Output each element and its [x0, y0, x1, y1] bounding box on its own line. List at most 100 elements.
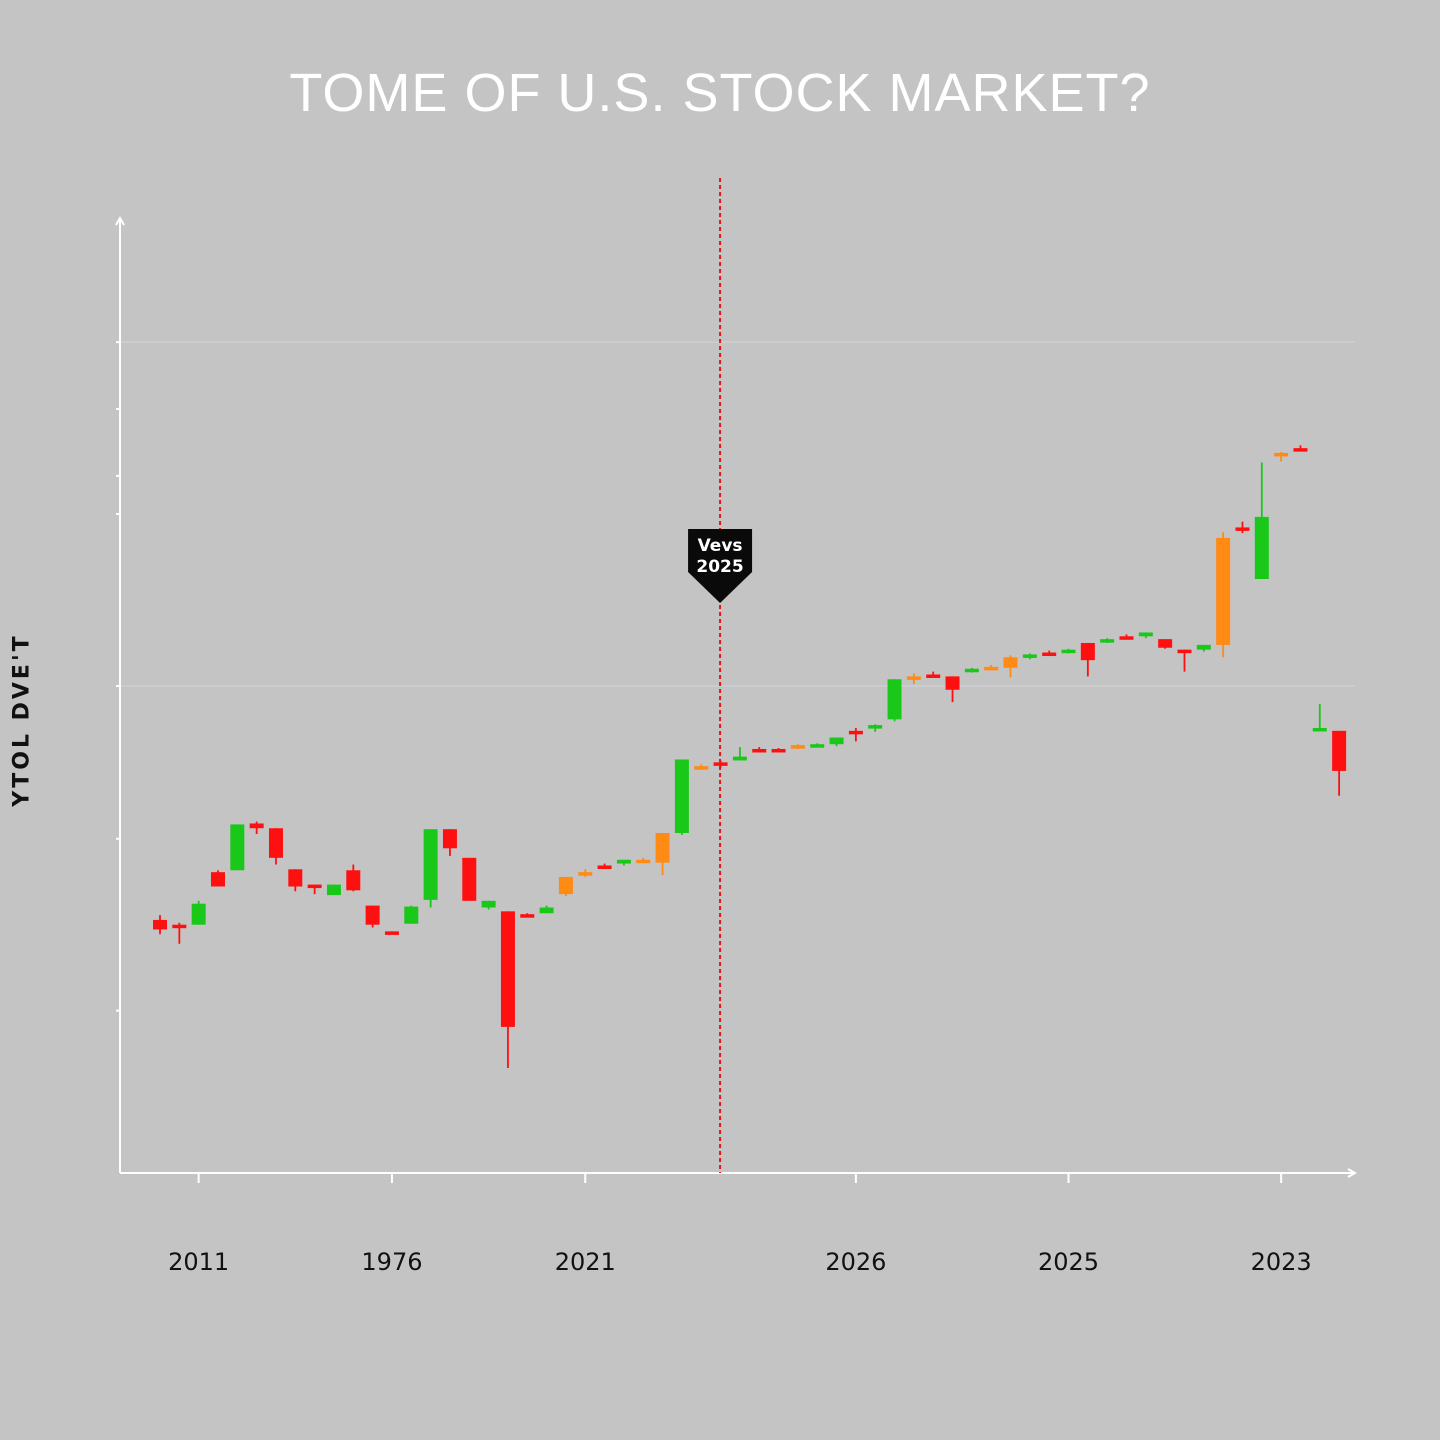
candle-body	[790, 745, 805, 749]
candle-body	[1042, 652, 1057, 657]
candle	[887, 679, 902, 722]
candle-body	[945, 676, 960, 690]
candle-body	[1119, 636, 1134, 640]
candle	[829, 737, 844, 747]
candle-body	[732, 756, 747, 761]
candle-body	[288, 869, 303, 887]
y-axis-arrow	[115, 215, 125, 226]
candle-body	[1332, 730, 1347, 771]
candle-body	[365, 905, 380, 925]
candle	[191, 900, 206, 925]
candle	[1042, 650, 1057, 657]
x-axis-arrow	[1347, 1168, 1358, 1178]
candle	[945, 676, 960, 703]
candle-body	[404, 906, 419, 924]
candle-body	[616, 859, 631, 864]
candle-body	[249, 823, 264, 829]
candle	[365, 905, 380, 928]
candle-body	[153, 919, 167, 930]
x-tick-label: 2021	[555, 1248, 616, 1276]
candle-body	[694, 766, 709, 770]
candle-body	[481, 900, 496, 908]
x-tick-label: 2011	[168, 1248, 229, 1276]
candle-body	[191, 903, 206, 925]
candle-body	[578, 872, 593, 876]
candle-body	[384, 931, 399, 935]
candle	[984, 664, 999, 671]
candle	[1332, 730, 1347, 796]
candle	[732, 747, 747, 761]
candle-body	[268, 828, 283, 858]
candle	[210, 870, 225, 887]
marker-year: 2025	[696, 557, 743, 577]
candle-body	[1177, 649, 1192, 654]
candle-body	[906, 676, 921, 680]
marker-label: Vevs	[698, 536, 743, 556]
candle-body	[1254, 516, 1269, 579]
candle	[674, 759, 689, 835]
candle-body	[829, 737, 844, 745]
candle-body	[423, 829, 438, 900]
candle-body	[771, 748, 786, 753]
candle	[481, 900, 496, 910]
candle	[558, 876, 573, 897]
x-tick-label: 2023	[1251, 1248, 1312, 1276]
candle	[694, 764, 709, 770]
candle-body	[674, 759, 689, 834]
candle-body	[1022, 654, 1037, 658]
candle-body	[655, 833, 670, 863]
candle-body	[810, 744, 825, 748]
candle	[790, 744, 805, 749]
candle	[1177, 649, 1192, 672]
candle-body	[1100, 639, 1115, 643]
candle	[1216, 532, 1231, 658]
candle	[964, 667, 979, 673]
candle-body	[230, 824, 245, 871]
chart-title: TOME OF U.S. STOCK MARKET?	[289, 63, 1151, 123]
candle-body	[1003, 657, 1018, 668]
candle-body	[326, 884, 341, 896]
candle	[346, 864, 361, 892]
candle-body	[346, 870, 361, 891]
candle-body	[1235, 527, 1250, 531]
candle	[268, 828, 283, 865]
candle	[462, 857, 477, 901]
candle-body	[172, 924, 187, 929]
candle	[1100, 638, 1115, 643]
candle	[500, 911, 515, 1068]
candle-body	[1293, 448, 1308, 452]
candle	[1196, 644, 1211, 652]
candle	[1254, 462, 1269, 579]
candle-body	[1138, 632, 1153, 637]
candle-body	[984, 666, 999, 671]
candle	[1274, 451, 1289, 462]
candle-body	[500, 911, 515, 1027]
candle	[1022, 653, 1037, 660]
candle-body	[442, 829, 457, 849]
candle	[1080, 642, 1095, 677]
candle	[1061, 648, 1076, 654]
candle-body	[307, 884, 322, 889]
candle	[578, 869, 593, 877]
candle	[597, 863, 612, 869]
candle	[539, 905, 554, 914]
candle-body	[1196, 644, 1211, 650]
candle-body	[1216, 537, 1231, 645]
candle	[172, 922, 187, 944]
candle	[771, 748, 786, 753]
candle	[1158, 639, 1173, 649]
candle	[616, 859, 631, 866]
candle	[868, 724, 883, 732]
candle	[1293, 445, 1308, 452]
candle	[848, 727, 863, 742]
candle-body	[539, 907, 554, 914]
candle	[636, 857, 651, 864]
candle	[1119, 634, 1134, 640]
candle-body	[964, 668, 979, 673]
candle	[1235, 521, 1250, 534]
x-tick-label: 1976	[361, 1248, 422, 1276]
candle	[307, 884, 322, 895]
candle	[520, 913, 535, 918]
candles	[153, 445, 1347, 1068]
